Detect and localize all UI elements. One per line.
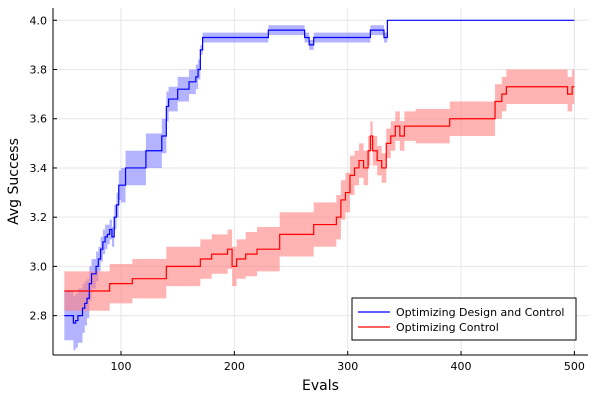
confidence-bands bbox=[64, 20, 575, 351]
y-axis-label: Avg Success bbox=[6, 138, 22, 225]
y-axis-ticks: 2.8 3.0 3.2 3.4 3.6 3.8 4.0 bbox=[30, 14, 57, 323]
y-tick-label-5: 3.8 bbox=[30, 64, 48, 77]
x-tick-label-1: 200 bbox=[224, 360, 245, 373]
legend-box bbox=[351, 297, 577, 341]
x-tick-label-0: 100 bbox=[111, 360, 132, 373]
y-tick-label-1: 3.0 bbox=[30, 260, 48, 273]
x-tick-label-4: 500 bbox=[564, 360, 585, 373]
y-tick-label-6: 4.0 bbox=[30, 14, 48, 27]
y-tick-label-3: 3.4 bbox=[30, 162, 48, 175]
y-tick-label-0: 2.8 bbox=[30, 310, 48, 323]
y-tick-label-2: 3.2 bbox=[30, 211, 48, 224]
x-tick-label-2: 300 bbox=[337, 360, 358, 373]
x-tick-label-3: 400 bbox=[451, 360, 472, 373]
series-lines bbox=[64, 19, 575, 324]
y-tick-label-4: 3.6 bbox=[30, 113, 48, 126]
line-series-0 bbox=[64, 19, 575, 324]
band-series-1 bbox=[64, 69, 575, 311]
x-axis-ticks: 100 200 300 400 500 bbox=[111, 351, 585, 373]
legend-label-0: Optimizing Design and Control bbox=[396, 306, 565, 319]
legend: Optimizing Design and Control Optimizing … bbox=[351, 297, 577, 341]
legend-label-1: Optimizing Control bbox=[396, 321, 499, 334]
x-axis-label: Evals bbox=[302, 378, 339, 394]
line-series-1 bbox=[64, 86, 575, 292]
